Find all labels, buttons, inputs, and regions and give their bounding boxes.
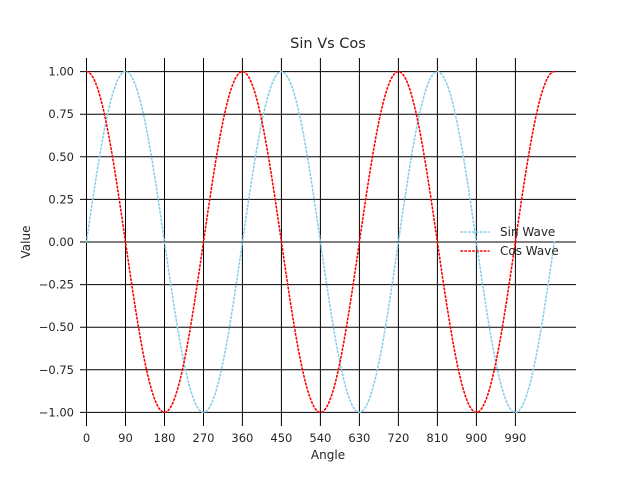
y-tick-label: 0.75 (48, 107, 74, 121)
x-tick-label: 0 (83, 431, 90, 445)
series-layer (85, 70, 556, 414)
x-tick-label: 450 (270, 431, 292, 445)
y-axis-label: Value (19, 226, 33, 259)
x-tick-label: 990 (504, 431, 526, 445)
y-tick-labels: −1.00 −0.75 −0.50 −0.25 0.00 0.25 0.50 0.75 1.00 (39, 65, 74, 420)
x-tick-label: 360 (231, 431, 253, 445)
x-tick-label: 90 (118, 431, 133, 445)
y-tick-label: 0.00 (48, 235, 74, 249)
y-tick-label: 1.00 (48, 65, 74, 79)
y-gridlines (80, 71, 576, 413)
x-tick-label: 720 (387, 431, 409, 445)
x-tick-label: 630 (348, 431, 370, 445)
series-line-sin (85, 70, 556, 414)
chart-title: Sin Vs Cos (290, 36, 366, 52)
x-tick-label: 180 (154, 431, 176, 445)
series-line-cos (85, 70, 556, 414)
y-tick-label: −0.25 (39, 278, 74, 292)
y-tick-label: 0.50 (48, 150, 74, 164)
y-tick-label: −0.75 (39, 363, 74, 377)
x-tick-label: 810 (426, 431, 448, 445)
x-tick-labels: 0 90 180 270 360 450 540 630 720 810 900 990 (83, 431, 527, 445)
x-tick-label: 900 (465, 431, 487, 445)
y-tick-label: −0.50 (39, 320, 74, 334)
x-tick-label: 270 (193, 431, 215, 445)
x-tick-label: 540 (309, 431, 331, 445)
x-axis-label: Angle (311, 448, 345, 462)
y-tick-label: −1.00 (39, 405, 74, 419)
legend-label-sin: Sin Wave (500, 225, 555, 239)
legend-label-cos: Cos Wave (500, 244, 559, 258)
y-tick-label: 0.25 (48, 192, 74, 206)
legend: Sin Wave Cos Wave (460, 225, 559, 258)
